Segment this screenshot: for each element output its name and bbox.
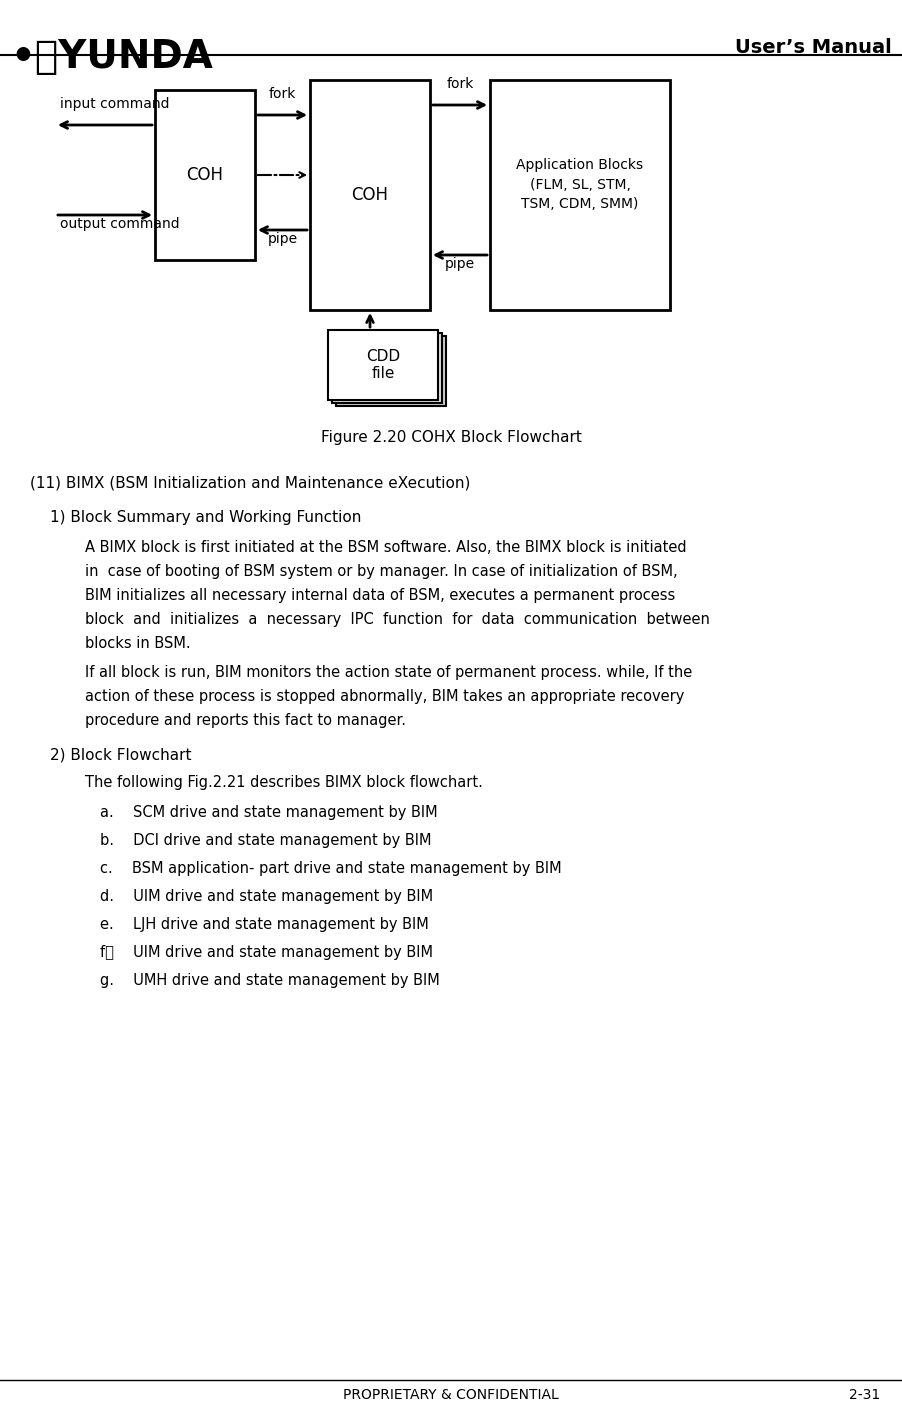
Text: PROPRIETARY & CONFIDENTIAL: PROPRIETARY & CONFIDENTIAL	[343, 1388, 559, 1402]
Text: BIM initializes all necessary internal data of BSM, executes a permanent process: BIM initializes all necessary internal d…	[85, 587, 676, 603]
Text: If all block is run, BIM monitors the action state of permanent process. while, : If all block is run, BIM monitors the ac…	[85, 665, 692, 680]
Bar	[332, 334, 442, 402]
Text: e.  LJH drive and state management by BIM: e. LJH drive and state management by BIM	[100, 917, 428, 932]
Text: 2-31: 2-31	[849, 1388, 880, 1402]
Text: b.  DCI drive and state management by BIM: b. DCI drive and state management by BIM	[100, 833, 431, 848]
Text: d.  UIM drive and state management by BIM: d. UIM drive and state management by BIM	[100, 889, 433, 904]
Text: block  and  initializes  a  necessary  IPC  function  for  data  communication  : block and initializes a necessary IPC fu…	[85, 613, 710, 627]
Text: 1) Block Summary and Working Function: 1) Block Summary and Working Function	[50, 510, 362, 524]
Text: 2) Block Flowchart: 2) Block Flowchart	[50, 747, 191, 763]
Text: fork: fork	[446, 77, 474, 91]
Text: pipe: pipe	[267, 231, 298, 245]
Text: output command: output command	[60, 217, 179, 231]
Text: User’s Manual: User’s Manual	[735, 38, 892, 57]
Text: COH: COH	[187, 165, 224, 184]
Text: pipe: pipe	[445, 257, 475, 271]
Text: The following Fig.2.21 describes BIMX block flowchart.: The following Fig.2.21 describes BIMX bl…	[85, 775, 483, 789]
Bar	[310, 80, 430, 310]
Bar	[490, 80, 670, 310]
Text: f．  UIM drive and state management by BIM: f． UIM drive and state management by BIM	[100, 945, 433, 960]
Text: A BIMX block is first initiated at the BSM software. Also, the BIMX block is ini: A BIMX block is first initiated at the B…	[85, 540, 686, 555]
Text: c.  BSM application- part drive and state management by BIM: c. BSM application- part drive and state…	[100, 861, 562, 876]
Text: fork: fork	[269, 87, 296, 101]
Text: g.  UMH drive and state management by BIM: g. UMH drive and state management by BIM	[100, 973, 440, 988]
Text: procedure and reports this fact to manager.: procedure and reports this fact to manag…	[85, 714, 406, 728]
Text: CDD
file: CDD file	[366, 349, 400, 381]
Text: (11) BIMX (BSM Initialization and Maintenance eXecution): (11) BIMX (BSM Initialization and Mainte…	[30, 475, 470, 491]
Text: action of these process is stopped abnormally, BIM takes an appropriate recovery: action of these process is stopped abnor…	[85, 688, 685, 704]
Bar	[328, 329, 438, 400]
Bar	[155, 90, 255, 259]
Text: input command: input command	[60, 97, 170, 111]
Text: blocks in BSM.: blocks in BSM.	[85, 637, 190, 651]
Text: •ⓗYUNDA: •ⓗYUNDA	[10, 38, 213, 76]
Bar	[336, 336, 446, 407]
Text: in  case of booting of BSM system or by manager. In case of initialization of BS: in case of booting of BSM system or by m…	[85, 564, 677, 579]
Text: a.  SCM drive and state management by BIM: a. SCM drive and state management by BIM	[100, 805, 437, 820]
Text: Application Blocks
(FLM, SL, STM,
TSM, CDM, SMM): Application Blocks (FLM, SL, STM, TSM, C…	[517, 158, 643, 212]
Text: Figure 2.20 COHX Block Flowchart: Figure 2.20 COHX Block Flowchart	[320, 430, 582, 444]
Text: COH: COH	[352, 186, 389, 205]
